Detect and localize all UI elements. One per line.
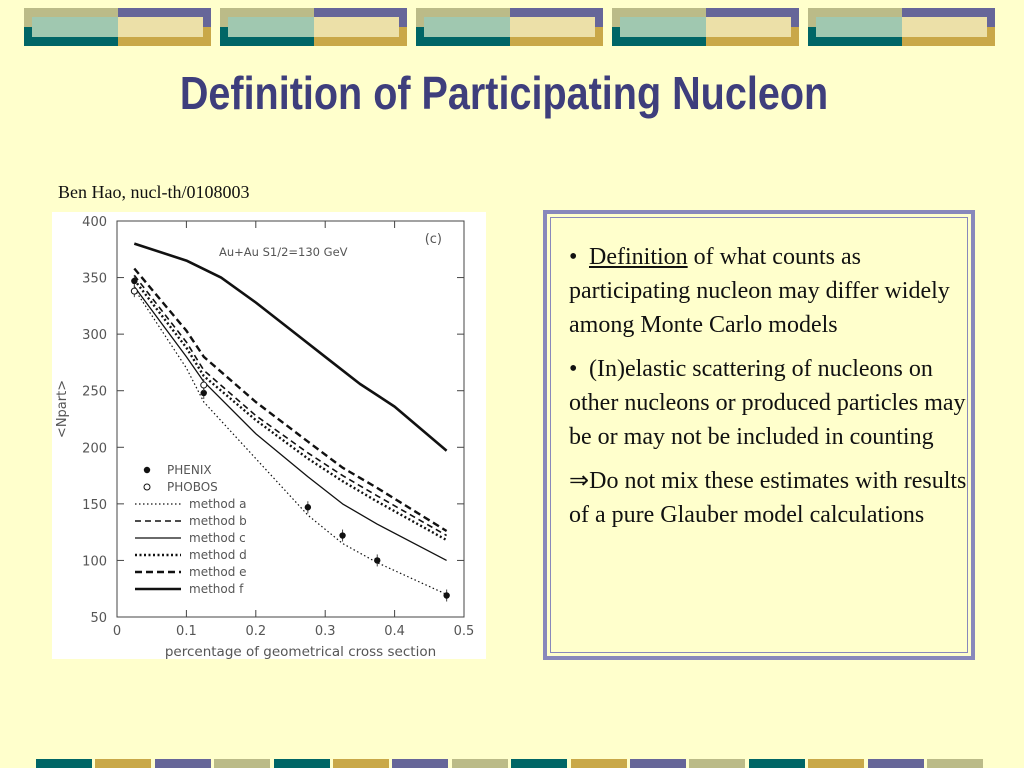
x-axis-label: percentage of geometrical cross section — [165, 644, 436, 659]
banner-segment — [95, 759, 152, 768]
y-tick-label: 50 — [90, 611, 107, 626]
banner-tile — [416, 8, 603, 46]
banner-tile — [220, 8, 407, 46]
phenix-point — [304, 504, 312, 511]
legend-label: method c — [189, 531, 246, 545]
bullet-underlined: Definition — [589, 244, 688, 270]
y-tick-label: 100 — [82, 554, 107, 569]
y-tick-label: 250 — [82, 385, 107, 400]
banner-tile — [612, 8, 799, 46]
x-tick-label: 0.2 — [245, 624, 266, 639]
banner-segment — [927, 759, 983, 768]
banner-segment — [867, 759, 924, 768]
bullet-item: ⇒Do not mix these estimates with results… — [569, 464, 969, 532]
banner-tile — [808, 8, 995, 46]
y-tick-label: 300 — [82, 328, 107, 343]
x-tick-label: 0.4 — [384, 624, 405, 639]
text-box: • Definition of what counts as participa… — [543, 210, 975, 660]
banner-segment — [689, 759, 746, 768]
banner-segment — [392, 759, 449, 768]
bullet-text: (In)elastic scattering of nucleons on ot… — [569, 356, 966, 450]
banner-segment — [333, 759, 389, 768]
phenix-point — [339, 532, 346, 539]
x-tick-label: 0 — [113, 624, 121, 639]
bullet-text: of what counts as participating nucleon … — [569, 244, 950, 338]
legend-label: method d — [189, 548, 247, 562]
banner-segment — [808, 759, 865, 768]
banner-tile — [24, 8, 211, 46]
npart-chart: 50 100 150 200 250 300 350 400 0 0.1 0.2 0.3 0.4 0.5 p… — [55, 215, 475, 659]
citation: Ben Hao, nucl-th/0108003 — [58, 182, 250, 202]
x-tick-label: 0.5 — [454, 624, 475, 639]
banner-segment — [748, 759, 805, 768]
series-line-method-b — [133, 274, 447, 537]
series-line-method-f — [133, 242, 448, 452]
bullet-list: • Definition of what counts as participa… — [569, 240, 969, 542]
banner-segment — [570, 759, 627, 768]
banner-segment — [630, 759, 686, 768]
slide-title: Definition of Participating Nucleon — [179, 67, 829, 119]
banner-segment — [36, 759, 92, 768]
series-line-method-c — [133, 286, 447, 561]
chart-annotation: Au+Au S1/2=130 GeV — [219, 245, 348, 259]
banner-segment — [511, 759, 568, 768]
phenix-point — [374, 557, 381, 564]
banner-segment — [154, 759, 211, 768]
bottom-banner — [36, 759, 983, 768]
implies-arrow-marker: ⇒ — [569, 468, 590, 494]
chart-panel: 50 100 150 200 250 300 350 400 0 0.1 0.2 0.3 0.4 0.5 p… — [52, 212, 486, 659]
legend-label: method e — [189, 565, 247, 579]
phobos-point — [130, 287, 138, 295]
legend-marker — [143, 466, 151, 474]
bullet-item: • (In)elastic scattering of nucleons on … — [569, 352, 969, 454]
y-tick-label: 400 — [82, 215, 107, 230]
legend-label: PHENIX — [167, 463, 212, 477]
legend-label: method a — [189, 497, 247, 511]
y-axis-label: <Npart> — [55, 380, 70, 438]
plot-frame — [116, 220, 465, 618]
y-tick-label: 150 — [82, 498, 107, 513]
bullet-marker: • — [569, 244, 578, 270]
phenix-point — [131, 277, 138, 285]
bullet-item: • Definition of what counts as participa… — [569, 240, 969, 342]
bullet-text: Do not mix these estimates with results … — [569, 468, 967, 528]
bullet-marker: • — [569, 356, 578, 382]
legend-label: method f — [189, 582, 244, 596]
top-banner — [24, 8, 1000, 46]
x-tick-label: 0.3 — [315, 624, 336, 639]
x-tick-label: 0.1 — [176, 624, 197, 639]
series-line-method-d — [133, 279, 448, 542]
y-tick-label: 200 — [82, 441, 107, 456]
phenix-point — [200, 389, 207, 397]
series-line-method-e — [133, 267, 448, 533]
phobos-point — [200, 381, 208, 389]
panel-label: (c) — [425, 232, 442, 247]
banner-segment — [273, 759, 330, 768]
banner-segment — [451, 759, 508, 768]
legend-marker — [143, 483, 151, 491]
y-tick-label: 350 — [82, 272, 107, 287]
phenix-point — [443, 592, 450, 599]
banner-segment — [214, 759, 271, 768]
legend-label: method b — [189, 514, 247, 528]
legend-label: PHOBOS — [167, 480, 218, 494]
series-line-method-a — [133, 288, 447, 595]
text-box-inner-border — [550, 217, 968, 653]
